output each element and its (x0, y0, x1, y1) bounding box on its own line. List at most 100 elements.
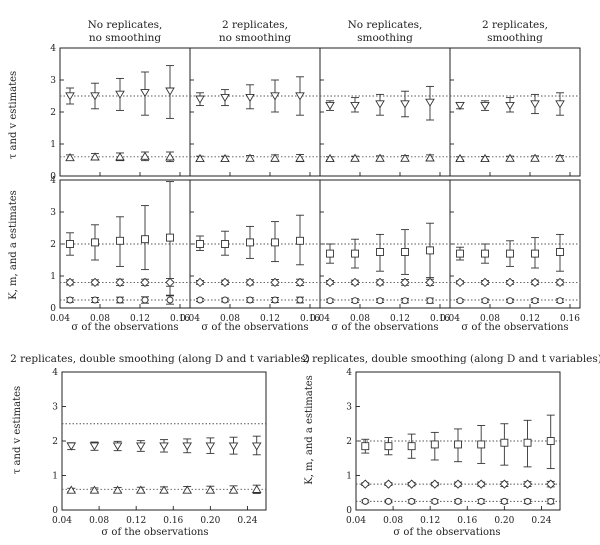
square-marker (196, 240, 204, 248)
y-tick-label: 0 (50, 304, 56, 314)
triangle-down-marker (505, 101, 515, 111)
square-marker (454, 440, 462, 449)
y-tick-label: 3 (346, 403, 352, 413)
x-tick-label: 0.08 (480, 314, 500, 324)
circle-marker (246, 296, 254, 304)
series-triangle-up (66, 484, 262, 494)
circle-marker (166, 296, 174, 304)
ylabel-kma-top: K, m, and a estimates (8, 190, 19, 300)
diamond-marker (270, 277, 280, 288)
circle-marker (326, 297, 334, 305)
triangle-up-marker (89, 485, 100, 494)
diamond-marker (406, 479, 417, 489)
series-diamond (360, 479, 556, 489)
diamond-marker (530, 277, 540, 288)
triangle-down-marker (220, 93, 230, 103)
y-tick-label: 4 (346, 368, 352, 378)
square-marker (166, 233, 174, 242)
triangle-up-marker (228, 485, 239, 494)
triangle-up-marker (195, 153, 205, 163)
circle-marker (196, 296, 204, 304)
y-tick-label: 2 (346, 437, 352, 447)
circle-marker (454, 497, 462, 505)
triangle-down-marker (270, 92, 280, 101)
circle-marker (524, 497, 531, 505)
square-marker (141, 235, 149, 244)
circle-marker (361, 497, 369, 505)
triangle-up-marker (220, 153, 230, 163)
triangle-up-marker (455, 153, 465, 163)
x-tick-label: 0.08 (220, 314, 240, 324)
y-tick-label: 2 (52, 437, 58, 447)
triangle-up-marker (425, 153, 435, 162)
circle-marker (531, 297, 539, 305)
triangle-down-marker (205, 442, 216, 451)
triangle-up-marker (245, 153, 255, 162)
panel-row1-col2 (189, 47, 321, 177)
circle-marker (401, 297, 409, 305)
x-tick-label: 0.08 (383, 516, 403, 526)
circle-marker (481, 297, 489, 305)
series-circle (66, 295, 174, 305)
square-marker (401, 248, 409, 256)
circle-marker (66, 296, 74, 304)
triangle-down-marker (140, 89, 150, 98)
triangle-up-marker (350, 153, 360, 162)
series-triangle-down (455, 92, 565, 116)
panel-row2-col4: 0.04 0.08 0.12 0.16 (440, 179, 581, 324)
diamond-marker (480, 277, 490, 288)
series-square (326, 222, 434, 279)
y-tick-label: 3 (50, 76, 56, 86)
ylabel-tau-top: τ and v estimates (8, 71, 19, 159)
triangle-up-marker (115, 152, 125, 161)
triangle-up-marker (205, 485, 216, 494)
x-tick-label: 0.04 (50, 314, 70, 324)
series-diamond (65, 277, 175, 288)
y-tick-label: 0 (346, 506, 352, 516)
circle-marker (376, 297, 384, 305)
diamond-marker (350, 277, 360, 288)
triangle-down-marker (530, 100, 540, 109)
square-marker (481, 249, 489, 258)
diamond-marker (476, 479, 486, 489)
col-title-3: No replicates, smoothing (348, 19, 423, 44)
triangle-up-marker (159, 485, 169, 494)
x-tick-label: 0.20 (494, 516, 514, 526)
triangle-up-marker (375, 153, 385, 162)
series-triangle-down (65, 65, 175, 119)
bottom-title-right: 2 replicates, double smoothing (along D … (302, 353, 600, 365)
diamond-marker (455, 277, 465, 288)
square-marker (221, 240, 229, 248)
triangle-down-marker (66, 442, 77, 451)
panel-row1-col3 (319, 47, 451, 177)
diamond-marker (295, 277, 305, 288)
circle-marker (456, 297, 464, 305)
x-tick-label: 0.04 (180, 314, 200, 324)
circle-marker (116, 296, 124, 304)
square-marker (426, 246, 434, 255)
circle-marker (385, 497, 392, 505)
series-square (66, 181, 174, 296)
col-title-1: No replicates, no smoothing (88, 19, 163, 44)
panel-row2-col2: 0.04 0.08 0.12 0.16 (180, 179, 321, 324)
square-marker (477, 440, 486, 449)
y-tick-label: 3 (50, 208, 56, 218)
triangle-down-marker (159, 442, 169, 451)
triangle-up-marker (530, 153, 540, 162)
series-triangle-down (195, 76, 305, 116)
y-tick-label: 1 (346, 472, 352, 482)
diamond-marker (375, 277, 385, 288)
diamond-marker (383, 479, 394, 489)
diamond-marker (499, 479, 510, 489)
circle-marker (431, 497, 439, 505)
triangle-down-marker (455, 101, 465, 111)
x-tick-label: 0.12 (130, 314, 150, 324)
series-square (361, 414, 555, 470)
diamond-marker (400, 277, 410, 288)
square-marker (326, 249, 334, 258)
triangle-down-marker (115, 90, 125, 99)
square-marker (296, 236, 304, 245)
triangle-down-marker (195, 95, 205, 104)
